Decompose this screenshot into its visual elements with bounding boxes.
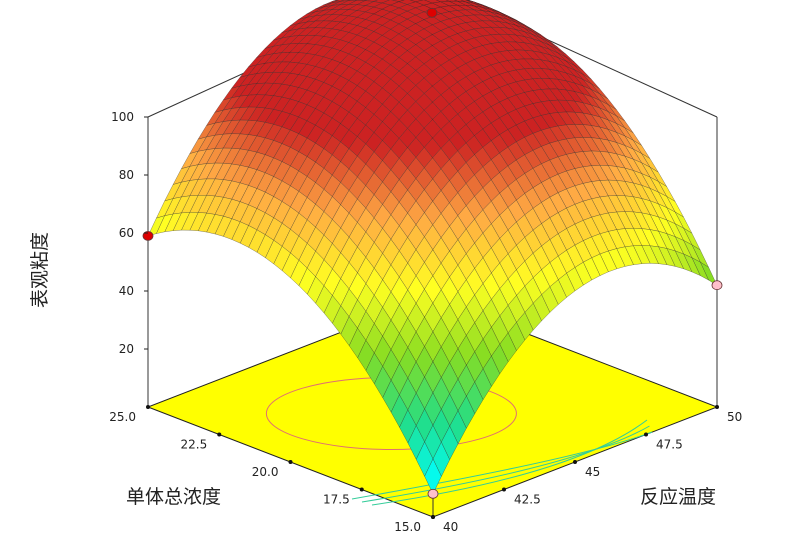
y-tick-label: 22.5 bbox=[181, 438, 208, 452]
z-tick-label: 100 bbox=[111, 110, 134, 124]
contour-line bbox=[351, 431, 653, 500]
floor-contours bbox=[265, 377, 653, 506]
x-tick-mark bbox=[431, 515, 435, 519]
y-tick-label: 17.5 bbox=[323, 493, 350, 507]
x-tick-mark bbox=[502, 487, 506, 492]
y-tick-label: 25.0 bbox=[109, 410, 136, 424]
y-tick-label: 20.0 bbox=[252, 465, 279, 479]
x-tick-label: 50 bbox=[727, 410, 742, 424]
contour-line bbox=[371, 419, 648, 506]
response-surface bbox=[147, 0, 718, 495]
z-tick-label: 80 bbox=[119, 168, 134, 182]
x-tick-label: 47.5 bbox=[656, 438, 683, 452]
design-point bbox=[142, 230, 154, 241]
x-tick-label: 45 bbox=[585, 465, 600, 479]
y-tick-mark bbox=[217, 432, 222, 437]
x-tick-label: 40 bbox=[443, 520, 458, 534]
design-point bbox=[426, 7, 438, 18]
y-tick-mark bbox=[146, 405, 150, 409]
y-axis-title: 单体总浓度 bbox=[126, 486, 221, 508]
contour-line bbox=[361, 425, 650, 503]
z-tick-label: 40 bbox=[119, 284, 134, 298]
x-tick-mark bbox=[573, 460, 577, 464]
x-tick-label: 42.5 bbox=[514, 493, 541, 507]
y-tick-mark bbox=[359, 487, 364, 492]
x-axis-title: 反应温度 bbox=[640, 486, 716, 508]
z-tick-label: 60 bbox=[119, 226, 134, 240]
design-point bbox=[427, 488, 439, 499]
x-tick-mark bbox=[715, 405, 719, 409]
surface-cell bbox=[424, 458, 442, 495]
z-axis-title: 表观粘度 bbox=[29, 232, 51, 308]
x-tick-mark bbox=[644, 432, 648, 437]
axis-ticks: 20 40 60 80 100 25.0 22.5 20.0 17.5 15.0 40 42.5 45 4… bbox=[109, 110, 742, 534]
design-points bbox=[142, 7, 723, 499]
y-tick-label: 15.0 bbox=[394, 520, 421, 534]
y-tick-mark bbox=[288, 460, 293, 464]
z-tick-label: 20 bbox=[119, 342, 134, 356]
design-point bbox=[711, 280, 723, 291]
